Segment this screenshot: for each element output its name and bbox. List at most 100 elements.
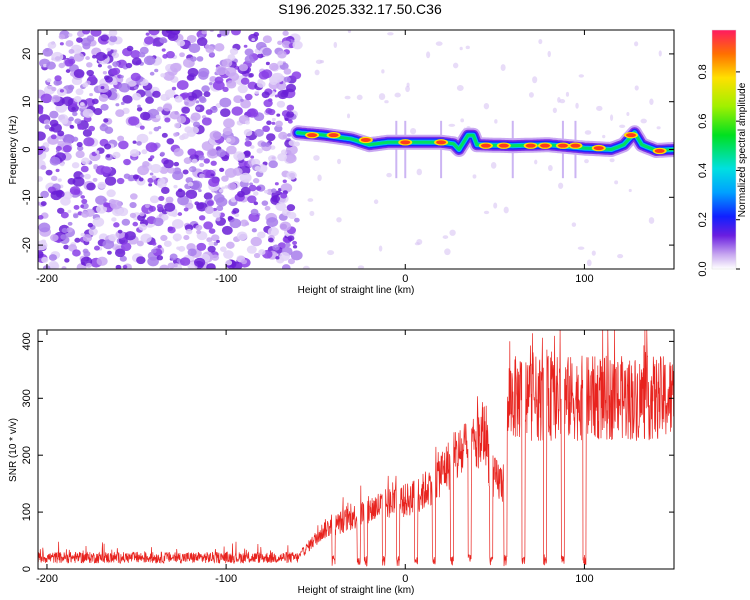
noise-blob xyxy=(187,181,194,187)
noise-blob xyxy=(140,233,152,243)
noise-blob xyxy=(268,155,277,163)
noise-blob xyxy=(38,176,43,182)
noise-blob xyxy=(219,97,232,108)
noise-blob xyxy=(227,182,237,191)
noise-blob xyxy=(196,37,208,46)
faint-blob xyxy=(373,199,379,205)
noise-blob xyxy=(163,71,175,81)
colorbar-gradient xyxy=(712,30,736,269)
spectrogram-ytick-label: 10 xyxy=(21,96,33,108)
noise-blob xyxy=(150,155,155,159)
faint-blob xyxy=(460,118,465,123)
noise-blob xyxy=(73,52,85,62)
noise-blob xyxy=(106,189,116,198)
noise-blob xyxy=(292,244,298,249)
noise-blob xyxy=(195,106,201,110)
noise-blob xyxy=(113,49,118,53)
noise-blob xyxy=(283,76,291,83)
noise-blob xyxy=(262,35,272,44)
faint-blob xyxy=(578,74,585,78)
noise-blob xyxy=(65,40,74,47)
noise-blob xyxy=(136,133,149,144)
noise-blob xyxy=(243,44,248,48)
noise-blob xyxy=(49,156,61,166)
noise-blob xyxy=(216,205,224,212)
colorbar-tick-label: 0.6 xyxy=(697,114,709,129)
spectrogram-ytick-label: -20 xyxy=(21,237,33,253)
faint-blob xyxy=(394,92,401,98)
noise-blob xyxy=(271,121,276,125)
noise-blob xyxy=(207,245,216,253)
noise-blob xyxy=(195,224,203,231)
noise-blob xyxy=(280,192,288,199)
noise-blob xyxy=(40,190,49,199)
spectrogram-xtick-label: 100 xyxy=(575,273,593,285)
noise-blob xyxy=(58,34,66,40)
noise-blob xyxy=(224,168,237,178)
noise-blob xyxy=(173,184,178,189)
noise-blob xyxy=(240,99,252,109)
noise-blob xyxy=(208,241,215,247)
noise-blob xyxy=(118,82,131,93)
noise-blob xyxy=(50,234,59,242)
noise-blob xyxy=(215,217,221,222)
noise-blob xyxy=(206,263,216,269)
noise-blob xyxy=(225,259,233,266)
hotspot xyxy=(557,143,568,148)
noise-blob xyxy=(215,65,228,76)
noise-blob xyxy=(267,108,276,116)
noise-blob xyxy=(271,195,281,203)
noise-blob xyxy=(236,231,248,241)
noise-blob xyxy=(38,201,41,206)
noise-blob xyxy=(292,240,298,245)
noise-blob xyxy=(82,234,93,242)
faint-blob xyxy=(617,254,624,259)
faint-blob xyxy=(575,102,579,109)
noise-blob xyxy=(185,119,191,123)
noise-blob xyxy=(90,30,102,37)
noise-blob xyxy=(190,112,201,121)
faint-blob xyxy=(532,76,538,84)
noise-blob xyxy=(218,188,224,193)
noise-blob xyxy=(125,62,133,69)
noise-blob xyxy=(159,37,167,44)
noise-blob xyxy=(103,202,110,208)
noise-blob xyxy=(226,80,237,89)
noise-blob xyxy=(280,183,293,193)
noise-blob xyxy=(173,161,180,167)
faint-blob xyxy=(448,123,456,127)
noise-blob xyxy=(48,254,58,261)
noise-blob xyxy=(51,94,61,103)
noise-blob xyxy=(182,169,189,175)
snr-frame xyxy=(37,329,675,570)
noise-blob xyxy=(211,234,220,242)
noise-blob xyxy=(216,239,220,244)
noise-blob xyxy=(180,257,191,266)
noise-blob xyxy=(144,203,150,209)
noise-blob xyxy=(221,186,225,190)
faint-blob xyxy=(552,107,557,114)
noise-blob xyxy=(111,52,120,59)
noise-blob xyxy=(67,84,75,91)
noise-blob xyxy=(152,43,157,47)
noise-blob xyxy=(191,89,203,99)
noise-blob xyxy=(250,236,262,247)
noise-blob xyxy=(247,195,257,204)
noise-blob xyxy=(57,207,65,214)
faint-blob xyxy=(586,259,592,267)
noise-blob xyxy=(110,199,122,210)
faint-blob xyxy=(577,246,585,250)
snr-xlabel: Height of straight line (km) xyxy=(298,585,415,596)
faint-blob xyxy=(336,217,342,223)
noise-blob xyxy=(172,233,182,242)
noise-blob xyxy=(283,68,292,75)
hotspot xyxy=(328,133,339,138)
noise-blob xyxy=(266,120,272,126)
noise-blob xyxy=(198,70,209,80)
noise-blob xyxy=(286,204,296,212)
noise-blob xyxy=(48,126,55,132)
noise-blob xyxy=(108,30,118,37)
colorbar-tick-label: 0.2 xyxy=(697,212,709,227)
faint-blob xyxy=(444,248,451,256)
faint-blob xyxy=(547,165,553,172)
